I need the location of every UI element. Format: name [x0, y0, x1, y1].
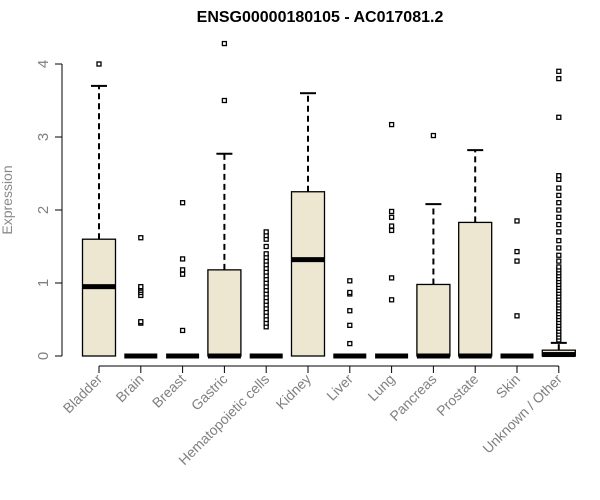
outlier-6-4: [347, 289, 353, 296]
outlier-10-0: [514, 313, 520, 319]
outlier-1-6: [138, 283, 144, 290]
box-1: [124, 235, 158, 359]
x-tick-label-7: Lung: [364, 371, 397, 404]
outlier-7-6: [388, 121, 395, 128]
box-rect-3: [207, 269, 242, 357]
outlier-2-3: [179, 256, 186, 262]
outlier-11-40: [556, 75, 562, 82]
outlier-11-28: [556, 245, 562, 251]
outlier-11-36: [556, 185, 562, 191]
y-tick-label-2: 2: [35, 206, 52, 214]
outlier-11-26: [556, 258, 562, 264]
median-bar-3: [207, 353, 241, 359]
outlier-3-1: [221, 40, 228, 47]
outlier-3-0: [221, 97, 228, 104]
median-bar-5: [291, 257, 325, 263]
outlier-4-21: [263, 243, 269, 250]
median-bar-8: [416, 353, 450, 359]
median-bar-4: [249, 353, 283, 359]
outlier-8-0: [430, 132, 437, 139]
x-tick-label-2: Breast: [149, 371, 189, 411]
outlier-2-0: [179, 327, 186, 334]
outlier-7-0: [388, 297, 395, 303]
y-tick-label-3: 3: [35, 133, 52, 141]
outlier-10-1: [514, 258, 520, 264]
median-bar-1: [124, 353, 158, 359]
y-tick-label-4: 4: [35, 60, 52, 68]
y-tick-label-1: 1: [35, 279, 52, 287]
box-10: [500, 218, 534, 359]
box-rect-5: [290, 191, 326, 357]
boxes-group: [81, 40, 576, 359]
box-6: [333, 278, 367, 359]
x-tick-label-11: Unknown / Other: [479, 371, 565, 457]
outlier-11-27: [556, 252, 562, 258]
outlier-1-7: [138, 235, 144, 241]
outlier-1-1: [138, 319, 144, 325]
x-tick-label-6: Liver: [323, 371, 356, 404]
outlier-2-2: [179, 267, 186, 273]
outlier-11-39: [556, 114, 562, 120]
outlier-6-0: [347, 340, 353, 347]
median-bar-7: [375, 353, 409, 359]
outlier-11-33: [556, 207, 562, 213]
box-7: [375, 121, 409, 359]
outlier-7-2: [388, 227, 395, 234]
outlier-11-32: [556, 214, 562, 220]
y-axis-label: Expression: [0, 165, 15, 234]
outlier-11-31: [556, 221, 562, 228]
x-tick-label-1: Brain: [112, 371, 146, 405]
outlier-11-41: [556, 68, 562, 74]
outlier-11-25: [556, 264, 562, 270]
median-bar-9: [458, 353, 492, 359]
x-tick-label-9: Prostate: [433, 371, 481, 419]
box-rect-9: [458, 221, 493, 357]
outlier-7-5: [388, 208, 395, 215]
median-bar-11: [542, 352, 576, 358]
box-5: [290, 92, 326, 357]
outlier-4-24: [263, 229, 269, 235]
outlier-7-4: [388, 214, 395, 220]
y-tick-label-0: 0: [35, 352, 52, 360]
x-tick-label-0: Bladder: [60, 371, 106, 417]
outlier-6-5: [347, 278, 353, 284]
box-9: [458, 149, 493, 359]
median-bar-10: [500, 353, 534, 359]
outlier-2-4: [179, 200, 186, 206]
box-4: [249, 229, 283, 359]
outlier-4-20: [263, 251, 269, 257]
y-axis: 0 1 2 3 4: [35, 60, 63, 360]
box-0: [81, 61, 117, 357]
box-3: [207, 40, 242, 359]
chart-title: ENSG00000180105 - AC017081.2: [197, 9, 444, 26]
outlier-11-30: [556, 229, 562, 235]
box-rect-8: [416, 283, 451, 357]
outlier-11-34: [556, 200, 562, 206]
outlier-2-1: [179, 271, 186, 277]
outlier-7-3: [388, 223, 395, 229]
outlier-6-2: [347, 308, 353, 314]
outlier-10-2: [514, 248, 520, 255]
x-tick-label-10: Skin: [493, 371, 524, 402]
outlier-11-35: [556, 192, 562, 199]
outlier-0-0: [96, 61, 102, 67]
median-bar-2: [166, 353, 200, 359]
outlier-11-38: [556, 173, 562, 179]
box-rect-0: [81, 238, 117, 357]
box-11: [541, 68, 576, 358]
x-tick-label-5: Kidney: [273, 371, 315, 413]
median-bar-0: [82, 284, 116, 290]
median-bar-6: [333, 353, 367, 359]
outlier-11-29: [556, 238, 562, 244]
outlier-7-1: [388, 275, 395, 281]
outlier-6-1: [347, 322, 353, 328]
outlier-10-3: [514, 218, 520, 224]
box-2: [166, 200, 200, 359]
box-8: [416, 132, 451, 359]
